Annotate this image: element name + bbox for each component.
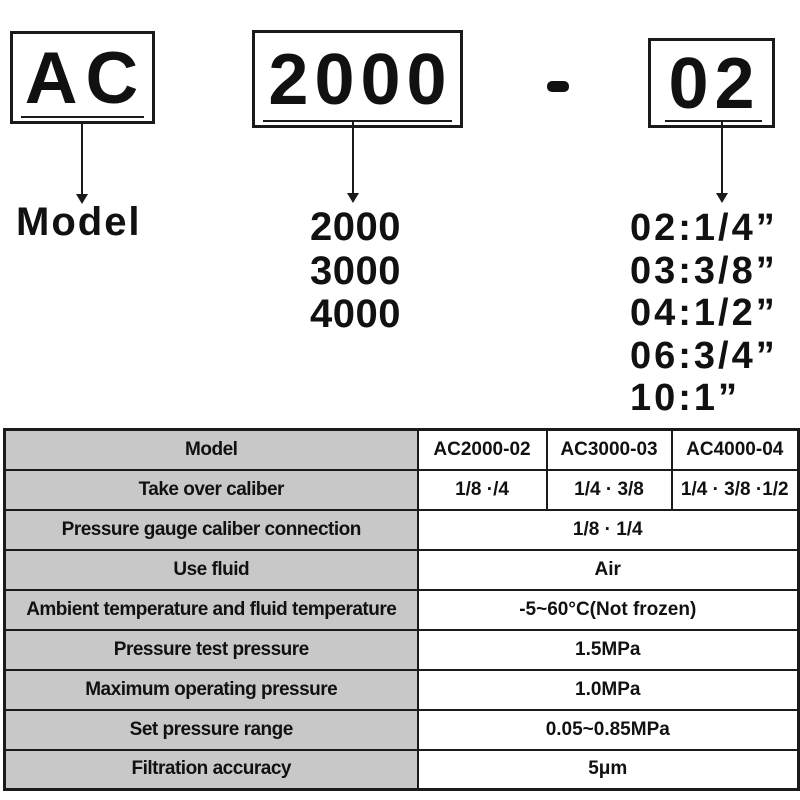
table-row-use-fluid: Use fluid Air [3, 548, 800, 591]
model-port-box: 02 [648, 38, 775, 128]
row-value: 1/8 ·/4 [416, 468, 548, 511]
model-prefix-text: AC [24, 38, 147, 119]
table-row-max-pressure: Maximum operating pressure 1.0MPa [3, 668, 800, 711]
row-label: Set pressure range [3, 708, 419, 751]
separator-dash [547, 81, 569, 92]
table-row-caliber: Take over caliber 1/8 ·/4 1/4 · 3/8 1/4 … [3, 468, 800, 511]
arrow-line [352, 122, 354, 193]
size-option: 3000 [310, 248, 401, 293]
row-value: 0.05~0.85MPa [416, 708, 800, 751]
legend-model-label: Model [16, 200, 142, 244]
down-arrow-port [716, 122, 728, 203]
model-size-box: 2000 [252, 30, 463, 128]
row-value: AC3000-03 [545, 428, 673, 471]
table-row-test-pressure: Pressure test pressure 1.5MPa [3, 628, 800, 671]
spec-table: Model AC2000-02 AC3000-03 AC4000-04 Take… [3, 428, 800, 791]
row-value: -5~60°C(Not frozen) [416, 588, 800, 631]
arrow-line [81, 124, 83, 194]
row-value: AC2000-02 [416, 428, 548, 471]
legend-port-options: 02:1/4” 03:3/8” 04:1/2” 06:3/4” 10:1” [630, 207, 778, 420]
table-row-filtration: Filtration accuracy 5μm [3, 748, 800, 791]
port-option: 02:1/4” [630, 207, 778, 249]
arrow-head-icon [76, 194, 88, 204]
row-label: Use fluid [3, 548, 419, 591]
row-value: 1/8 · 1/4 [416, 508, 800, 551]
model-size-text: 2000 [268, 40, 453, 120]
row-label: Take over caliber [3, 468, 419, 511]
arrow-head-icon [716, 193, 728, 203]
row-label: Pressure test pressure [3, 628, 419, 671]
row-value: 1.5MPa [416, 628, 800, 671]
table-row-gauge-connection: Pressure gauge caliber connection 1/8 · … [3, 508, 800, 551]
row-label: Filtration accuracy [3, 748, 419, 791]
row-label: Model [3, 428, 419, 471]
model-prefix-box: AC [10, 31, 155, 124]
row-label: Ambient temperature and fluid temperatur… [3, 588, 419, 631]
row-value: 1/4 · 3/8 [545, 468, 673, 511]
down-arrow-prefix [76, 124, 88, 204]
row-label: Maximum operating pressure [3, 668, 419, 711]
table-row-set-pressure: Set pressure range 0.05~0.85MPa [3, 708, 800, 751]
row-value: AC4000-04 [670, 428, 800, 471]
table-row-model: Model AC2000-02 AC3000-03 AC4000-04 [3, 428, 800, 471]
row-value: 1/4 · 3/8 ·1/2 [670, 468, 800, 511]
port-option: 04:1/2” [630, 292, 778, 334]
port-option: 06:3/4” [630, 334, 778, 377]
size-option: 4000 [310, 292, 401, 336]
port-option: 10:1” [630, 377, 741, 419]
row-value: Air [416, 548, 800, 591]
row-label: Pressure gauge caliber connection [3, 508, 419, 551]
size-option: 2000 [310, 205, 401, 249]
prefix-underline [21, 116, 144, 118]
port-underline [665, 120, 762, 122]
table-row-ambient-temperature: Ambient temperature and fluid temperatur… [3, 588, 800, 631]
legend-size-options: 2000 3000 4000 [310, 205, 401, 337]
down-arrow-size [347, 122, 359, 203]
row-value: 1.0MPa [416, 668, 800, 711]
port-option: 03:3/8” [630, 249, 778, 292]
size-underline [263, 120, 452, 122]
arrow-line [721, 122, 723, 193]
row-value: 5μm [416, 748, 800, 791]
arrow-head-icon [347, 193, 359, 203]
model-port-text: 02 [668, 44, 761, 124]
